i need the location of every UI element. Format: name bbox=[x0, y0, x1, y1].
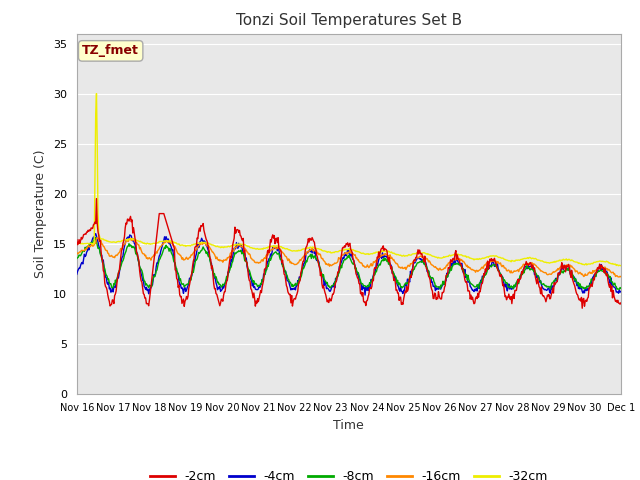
Legend: -2cm, -4cm, -8cm, -16cm, -32cm: -2cm, -4cm, -8cm, -16cm, -32cm bbox=[145, 465, 553, 480]
Title: Tonzi Soil Temperatures Set B: Tonzi Soil Temperatures Set B bbox=[236, 13, 462, 28]
Text: TZ_fmet: TZ_fmet bbox=[82, 44, 139, 58]
X-axis label: Time: Time bbox=[333, 419, 364, 432]
Y-axis label: Soil Temperature (C): Soil Temperature (C) bbox=[35, 149, 47, 278]
